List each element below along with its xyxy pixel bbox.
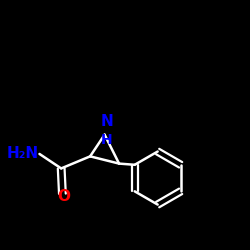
Text: N: N [101,114,114,128]
Text: H₂N: H₂N [6,146,38,162]
Text: O: O [57,189,70,204]
Text: H: H [101,134,113,147]
